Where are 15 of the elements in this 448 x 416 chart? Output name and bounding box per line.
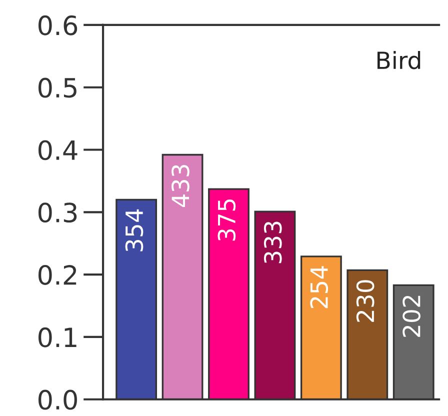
y-tick-label: 0.4 <box>38 140 78 160</box>
y-tick-label: 0.2 <box>38 265 76 285</box>
y-tick-label: 0.0 <box>38 390 77 410</box>
annotation: 254 <box>310 266 328 308</box>
annotation: Bird <box>378 50 420 70</box>
annotation: 230 <box>356 280 374 322</box>
y-tick-label: 0.3 <box>38 202 77 223</box>
annotation: 433 <box>172 164 190 207</box>
annotation: 354 <box>125 209 144 252</box>
annotation: 375 <box>218 199 236 241</box>
y-tick-label: 0.5 <box>38 78 76 98</box>
y-tick-label: 0.6 <box>38 15 78 36</box>
annotation: 202 <box>402 296 420 337</box>
annotation: 333 <box>264 222 282 264</box>
y-tick-label: 0.1 <box>38 327 76 348</box>
